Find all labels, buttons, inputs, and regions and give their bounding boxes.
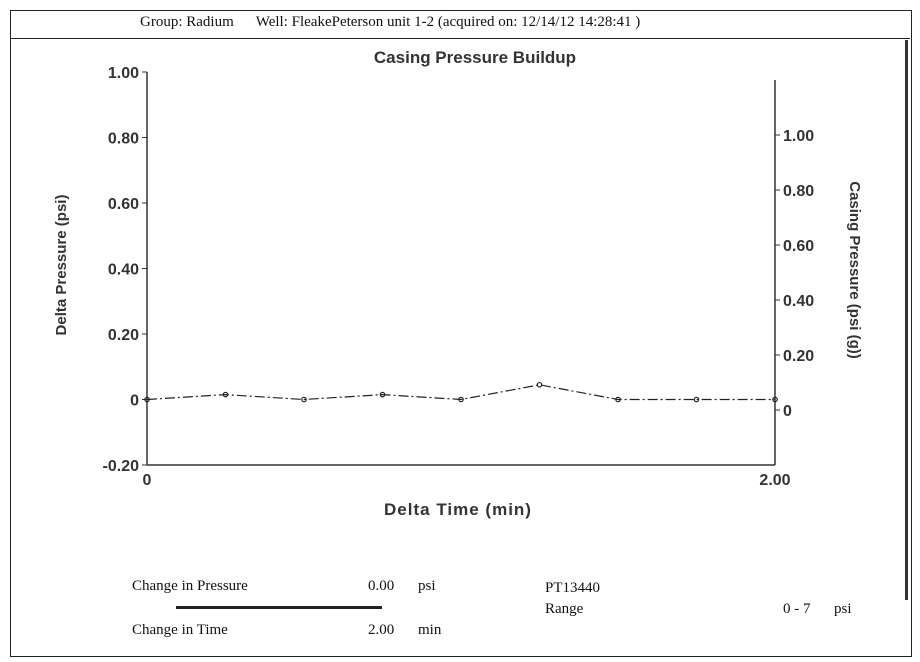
group-label: Group: Radium: [140, 14, 234, 30]
y-tick-label: 0: [130, 393, 139, 410]
data-point: [536, 381, 543, 388]
well-label: Well: FleakePeterson unit 1-2 (acquired …: [255, 14, 641, 30]
y-tick-label: 0.80: [108, 131, 139, 148]
range-label: Range: [545, 601, 584, 617]
legend-line: [176, 606, 382, 609]
y-tick-label: 0.20: [108, 327, 139, 344]
data-point: [772, 396, 778, 403]
change-time-value: 2.00: [368, 622, 395, 638]
chart-title: Casing Pressure Buildup: [374, 48, 576, 67]
y2-tick-label: 0.80: [783, 183, 814, 200]
data-point: [144, 396, 150, 403]
data-point: [222, 391, 229, 398]
y-tick-label: 0.60: [108, 196, 139, 213]
data-point: [693, 396, 700, 403]
y-tick-label: -0.20: [103, 458, 140, 475]
data-point: [458, 396, 464, 403]
data-point: [615, 396, 621, 403]
y2-tick-label: 0.60: [783, 238, 814, 255]
data-point: [379, 391, 386, 398]
y2-axis-label: Casing Pressure (psi (g)): [846, 181, 863, 359]
chart-frame: [10, 10, 912, 657]
y2-tick-label: 0: [783, 403, 792, 420]
x-axis-label: Delta Time (min): [384, 500, 532, 519]
header-divider: [10, 38, 910, 39]
change-pressure-unit: psi: [418, 578, 436, 594]
change-time-unit: min: [418, 622, 442, 638]
data-marks: [144, 381, 778, 403]
change-pressure-label: Change in Pressure: [132, 578, 248, 594]
y-tick-label: 1.00: [108, 65, 139, 82]
axes: [142, 71, 780, 466]
x-tick-label: 2.00: [759, 472, 790, 489]
y2-tick-label: 0.40: [783, 293, 814, 310]
y2-tick-label: 0.20: [783, 348, 814, 365]
side-border-bar: [905, 40, 908, 600]
x-tick-label: 0: [143, 472, 152, 489]
tick-labels: 1.000.800.600.400.200-0.201.000.800.600.…: [103, 65, 815, 489]
sensor-id: PT13440: [545, 580, 601, 596]
y-tick-label: 0.40: [108, 262, 139, 279]
data-point: [301, 396, 307, 403]
change-pressure-value: 0.00: [368, 578, 395, 594]
range-unit: psi: [834, 601, 852, 617]
y-axis-label: Delta Pressure (psi): [53, 195, 70, 336]
change-time-label: Change in Time: [132, 622, 228, 638]
y2-tick-label: 1.00: [783, 128, 814, 145]
series-line: [146, 384, 775, 401]
chart-header: Group: Radium Well: FleakePeterson unit 1…: [140, 14, 640, 31]
range-value: 0 - 7: [783, 601, 811, 617]
